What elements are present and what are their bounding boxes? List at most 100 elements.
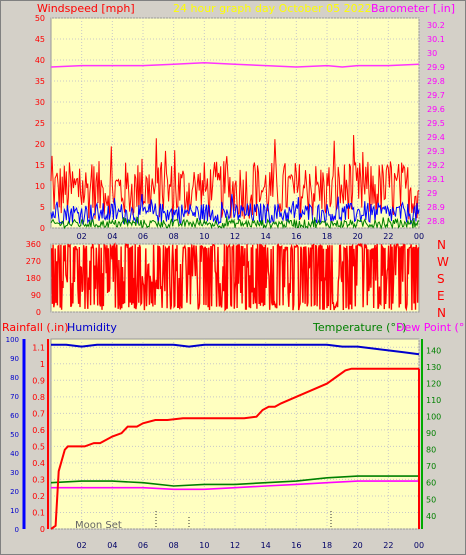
wind-tick-0: 0: [40, 224, 45, 233]
humidity-tick-40: 40: [10, 450, 19, 458]
climate-xtick-10: 10: [199, 541, 209, 550]
temperature-tick-40: 40: [426, 512, 436, 521]
barometer-tick-29: 29: [427, 189, 437, 198]
rain-tick-0.1: 0.1: [32, 508, 45, 517]
barometer-tick-29.8: 29.8: [427, 77, 445, 86]
wind-tick-5: 5: [40, 203, 45, 212]
rain-tick-0.8: 0.8: [32, 393, 45, 402]
direction-letter-w: W: [437, 255, 449, 269]
direction-tick-270: 270: [26, 257, 41, 266]
rain-tick-0.2: 0.2: [32, 492, 45, 501]
temperature-tick-120: 120: [426, 380, 441, 389]
temperature-tick-140: 140: [426, 347, 441, 356]
barometer-tick-29.9: 29.9: [427, 63, 445, 72]
humidity-tick-60: 60: [10, 412, 19, 420]
moon-set-label: Moon Set: [75, 520, 122, 531]
wind-tick-30: 30: [35, 98, 45, 107]
temperature-tick-130: 130: [426, 363, 441, 372]
graph-title: 24 hour graph day October 05 2022: [173, 2, 372, 15]
humidity-tick-20: 20: [10, 488, 19, 496]
wind-tick-15: 15: [35, 161, 45, 170]
direction-plot: [51, 242, 420, 312]
wind-xtick-04: 04: [107, 232, 117, 241]
gust-series-line: [50, 134, 420, 220]
rain-tick-1: 1: [40, 360, 45, 369]
barometer-tick-29.6: 29.6: [427, 105, 445, 114]
wind-tick-50: 50: [35, 14, 45, 23]
rain-tick-0.6: 0.6: [32, 426, 45, 435]
humidity-tick-0: 0: [15, 526, 19, 534]
calm-series-line: [50, 216, 420, 230]
climate-xtick-08: 08: [169, 541, 179, 550]
climate-xtick-18: 18: [322, 541, 332, 550]
humidity-tick-90: 90: [10, 355, 19, 363]
barometer-series-line: [50, 62, 420, 68]
wind-tick-40: 40: [35, 56, 45, 65]
wind-xtick-10: 10: [199, 232, 209, 241]
temperature-series-line: [50, 475, 419, 487]
direction-letter-s: S: [437, 272, 445, 286]
temperature-tick-80: 80: [426, 446, 436, 455]
rain-tick-0.5: 0.5: [32, 442, 45, 451]
climate-xtick-14: 14: [261, 541, 271, 550]
humidity-tick-30: 30: [10, 469, 19, 477]
barometer-axis-title: Barometer [.in]: [371, 2, 455, 15]
wind-xtick-08: 08: [169, 232, 179, 241]
direction-letters: N W S E N: [437, 238, 449, 320]
barometer-tick-29.4: 29.4: [427, 133, 445, 142]
rainfall-axis-title: Rainfall (.in): [2, 321, 69, 334]
climate-xtick-06: 06: [138, 541, 148, 550]
temperature-tick-60: 60: [426, 479, 436, 488]
wind-tick-25: 25: [35, 119, 45, 128]
humidity-series-line: [51, 343, 420, 356]
rain-tick-0.3: 0.3: [32, 475, 45, 484]
rain-tick-0.4: 0.4: [32, 459, 45, 468]
wind-xtick-16: 16: [291, 232, 301, 241]
wind-xtick-22: 22: [383, 232, 393, 241]
dewpoint-axis-title: Dew Point (°F): [396, 321, 465, 334]
wind-tick-20: 20: [35, 140, 45, 149]
rain-tick-0.9: 0.9: [32, 376, 45, 385]
wind-series-line: [50, 193, 420, 226]
rain-tick-0.7: 0.7: [32, 409, 45, 418]
humidity-tick-70: 70: [10, 393, 19, 401]
barometer-tick-28.9: 28.9: [427, 203, 445, 212]
humidity-axis-title: Humidity: [67, 321, 117, 334]
barometer-tick-28.8: 28.8: [427, 217, 445, 226]
climate-xtick-04: 04: [107, 541, 117, 550]
wind-xtick-14: 14: [261, 232, 271, 241]
climate-plot: [50, 343, 420, 530]
axis-tick-labels: 0510152025303540455028.828.92929.129.229…: [6, 14, 445, 550]
barometer-tick-29.5: 29.5: [427, 119, 445, 128]
wind-tick-35: 35: [35, 77, 45, 86]
rain-tick-0: 0: [40, 525, 45, 534]
humidity-tick-50: 50: [10, 431, 19, 439]
climate-xtick-12: 12: [230, 541, 240, 550]
barometer-tick-29.1: 29.1: [427, 175, 445, 184]
rainfall-series-line: [50, 367, 419, 530]
barometer-tick-30.2: 30.2: [427, 21, 445, 30]
humidity-tick-10: 10: [10, 507, 19, 515]
direction-tick-180: 180: [26, 274, 41, 283]
climate-xtick-16: 16: [291, 541, 301, 550]
wind-xtick-00: 00: [414, 232, 424, 241]
direction-tick-360: 360: [26, 240, 41, 249]
humidity-tick-80: 80: [10, 374, 19, 382]
direction-series-line: [51, 242, 420, 312]
climate-xtick-22: 22: [383, 541, 393, 550]
direction-letter-e: E: [437, 289, 445, 303]
direction-tick-0: 0: [36, 308, 41, 317]
barometer-tick-29.3: 29.3: [427, 147, 445, 156]
direction-letter-n-top: N: [437, 238, 446, 252]
humidity-tick-100: 100: [6, 336, 19, 344]
wind-plot: [50, 62, 420, 230]
wind-tick-10: 10: [35, 182, 45, 191]
climate-xtick-00: 00: [414, 541, 424, 550]
wind-xtick-18: 18: [322, 232, 332, 241]
barometer-tick-30: 30: [427, 49, 437, 58]
wind-xtick-20: 20: [353, 232, 363, 241]
direction-letter-n-bottom: N: [437, 306, 446, 320]
temperature-tick-50: 50: [426, 495, 436, 504]
